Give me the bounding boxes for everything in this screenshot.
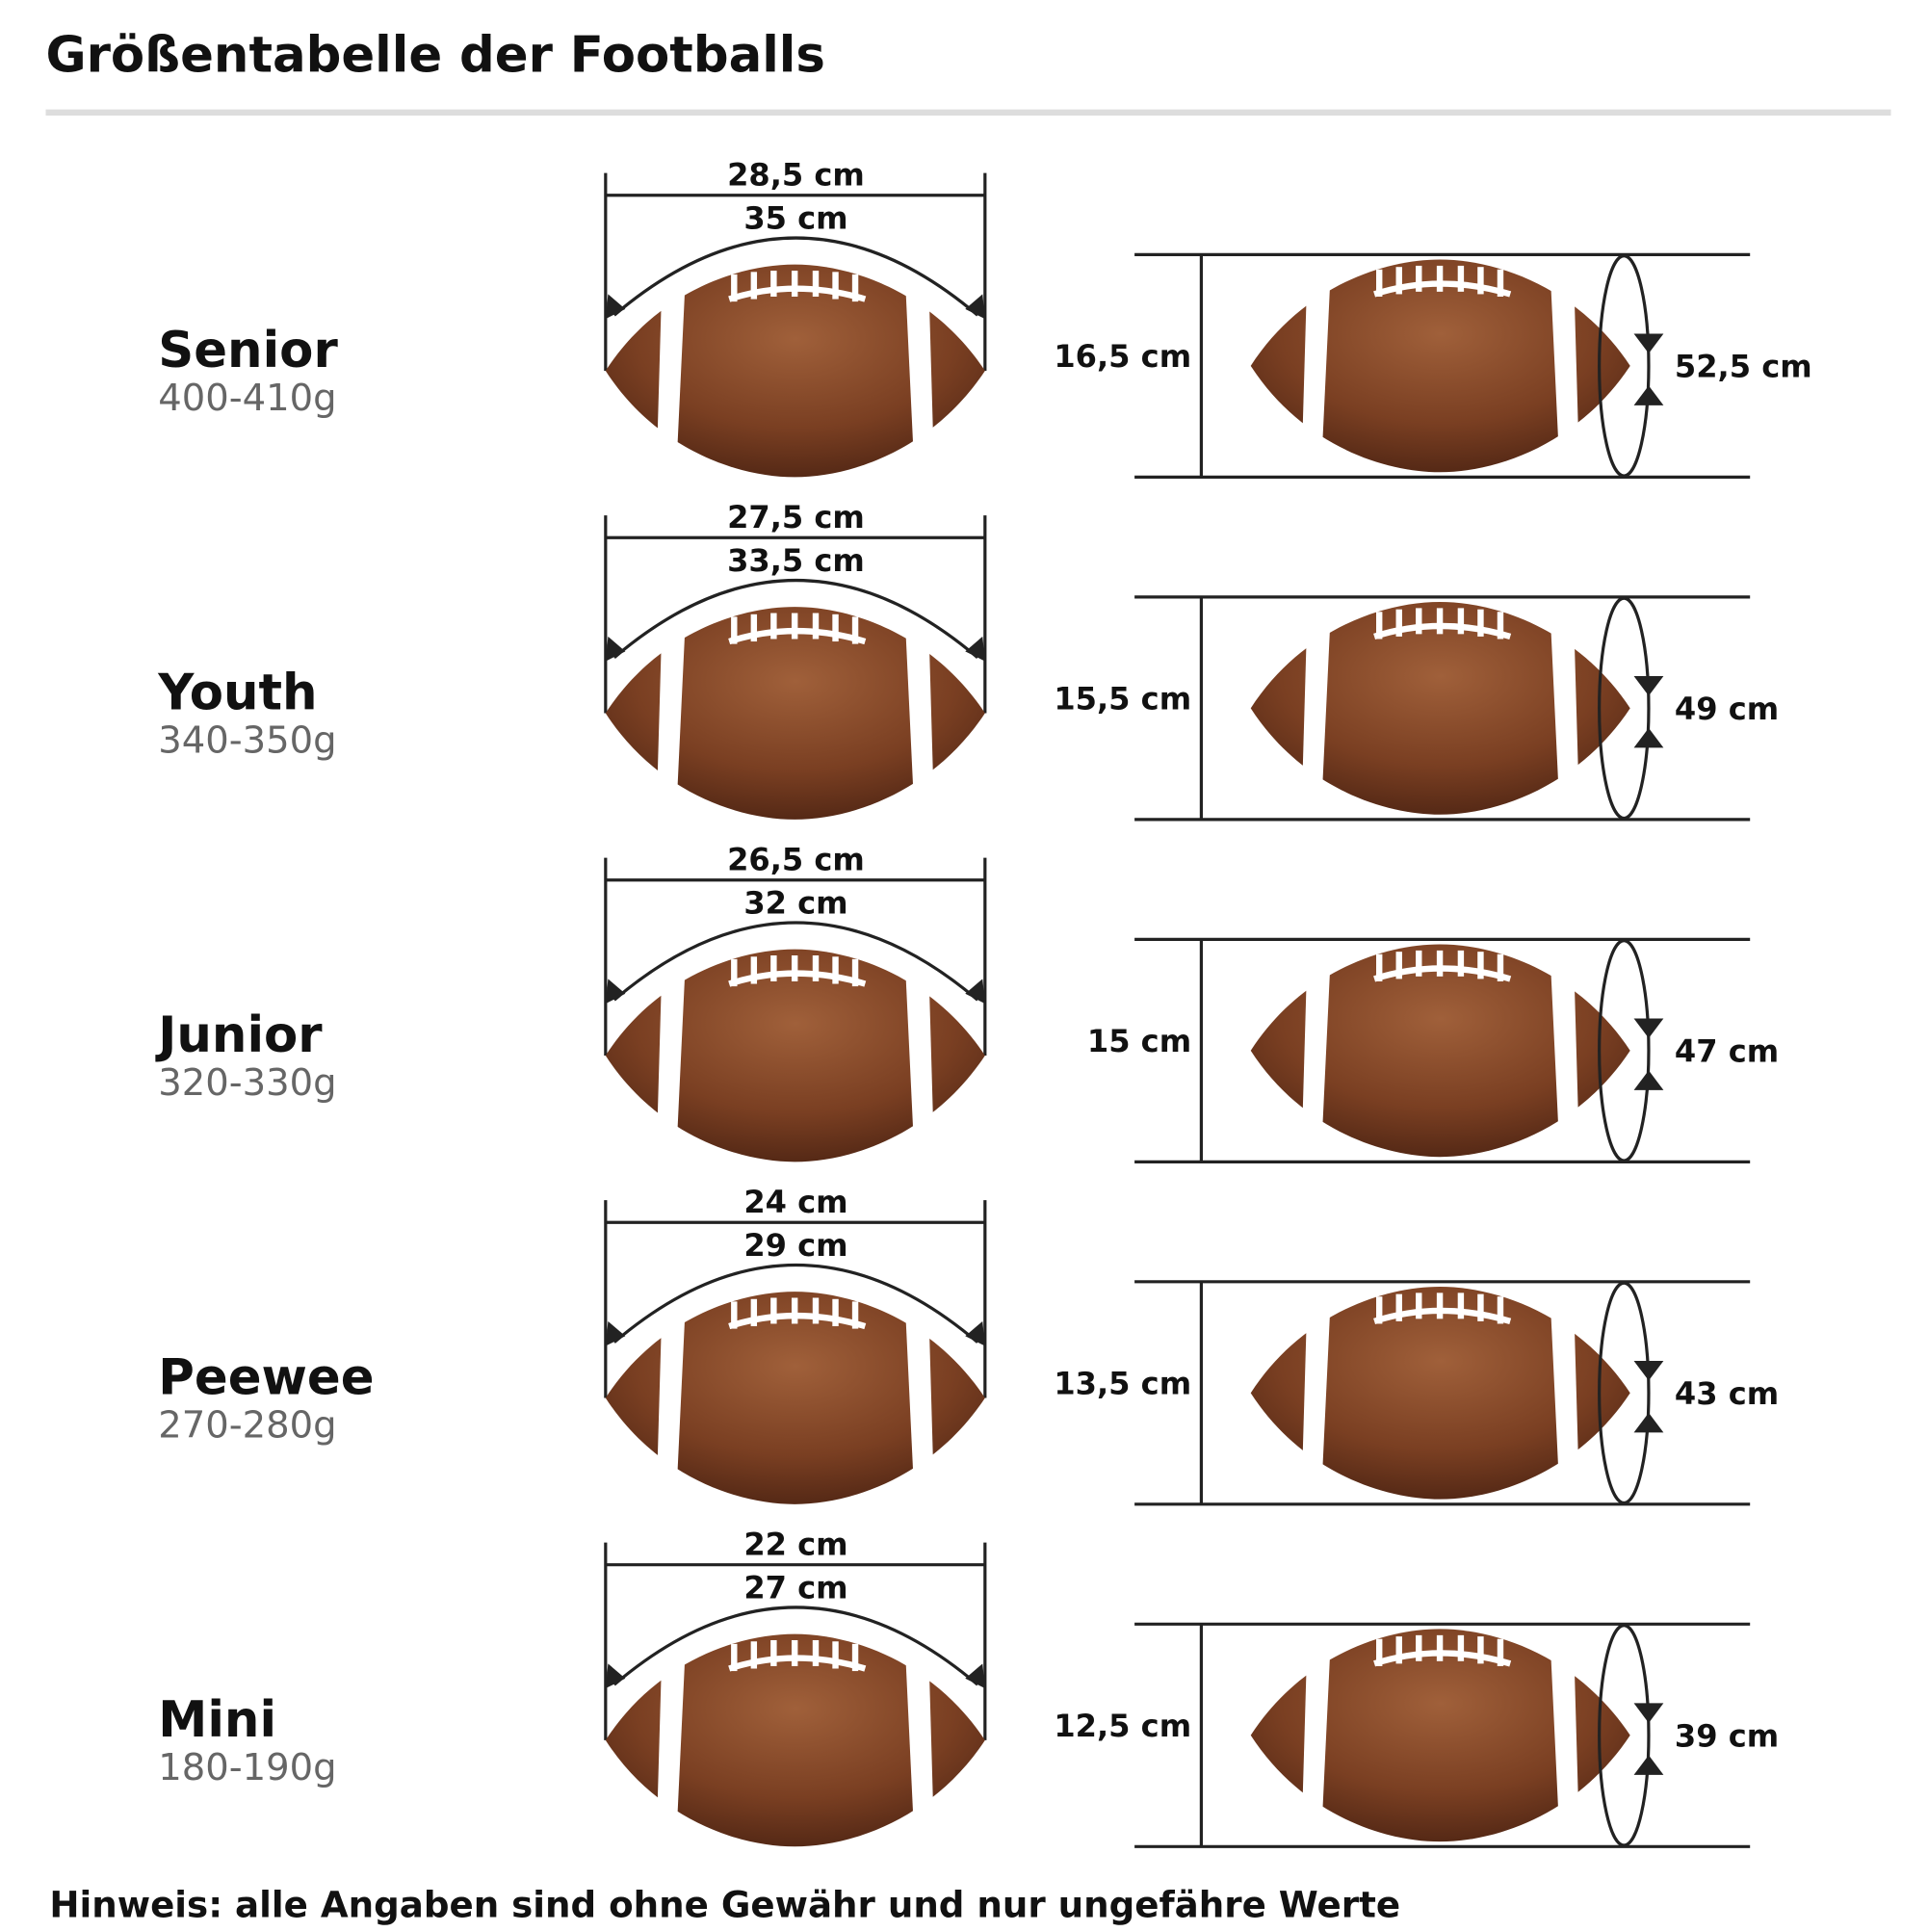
length: 22 cm [743,1526,847,1562]
arrow [1633,1018,1664,1038]
weight: 340-350g [158,719,336,763]
size-name: Senior [158,322,338,379]
arrow [965,1663,985,1689]
arrow [605,1320,626,1346]
length: 27,5 cm [727,499,865,535]
arrow [1633,1412,1664,1433]
length-arc: 35 cm [743,199,847,236]
circ-loop [1598,596,1651,821]
arrow [965,636,985,662]
arrow [1633,1070,1664,1090]
arrow [1633,675,1664,696]
arrow [605,979,626,1005]
circ-loop [1598,254,1651,478]
length: 28,5 cm [727,157,865,194]
arrow [965,294,985,320]
weight: 270-280g [158,1404,336,1448]
length-arc: 29 cm [743,1227,847,1264]
circumference: 52,5 cm [1675,348,1812,384]
height: 15,5 cm [1054,681,1191,718]
circ-loop [1598,1281,1651,1505]
football [606,607,985,820]
height: 13,5 cm [1054,1366,1191,1402]
size-name: Youth [157,665,317,722]
arrow [605,294,626,320]
length: 24 cm [743,1184,847,1220]
football [1251,602,1630,815]
size-name: Mini [158,1691,276,1749]
arrow [1633,1755,1664,1775]
football [606,265,985,478]
title: Größentabelle der Footballs [45,26,824,84]
note: Hinweis: alle Angaben sind ohne Gewähr u… [49,1883,1400,1925]
circumference: 39 cm [1675,1717,1779,1754]
football [1251,944,1630,1157]
circ-loop [1598,939,1651,1162]
football [606,950,985,1162]
length: 26,5 cm [727,841,865,877]
size-name: Peewee [158,1349,374,1407]
arrow [1633,1703,1664,1723]
arc [612,236,979,317]
football [606,1634,985,1847]
arc [612,578,979,659]
arrow [1633,385,1664,405]
height: 12,5 cm [1054,1708,1191,1744]
football [1251,1629,1630,1841]
arrow [1633,333,1664,354]
arrow [605,1663,626,1689]
arrow [1633,1360,1664,1381]
circumference: 43 cm [1675,1375,1779,1412]
arc [612,1263,979,1344]
football [606,1292,985,1504]
football [1251,1287,1630,1500]
arrow [605,636,626,662]
length-arc: 32 cm [743,884,847,921]
arrow [965,979,985,1005]
arc [612,1606,979,1686]
height: 15 cm [1087,1023,1191,1059]
weight: 320-330g [158,1061,336,1105]
arrow [1633,727,1664,748]
circumference: 49 cm [1675,691,1779,727]
weight: 400-410g [158,377,336,420]
arc [612,921,979,1002]
height: 16,5 cm [1054,338,1191,375]
size-name: Junior [155,1006,323,1064]
arrow [965,1320,985,1346]
length-arc: 27 cm [743,1569,847,1606]
circ-loop [1598,1623,1651,1847]
football [1251,260,1630,473]
weight: 180-190g [158,1746,336,1789]
circumference: 47 cm [1675,1032,1779,1069]
length-arc: 33,5 cm [727,542,865,579]
